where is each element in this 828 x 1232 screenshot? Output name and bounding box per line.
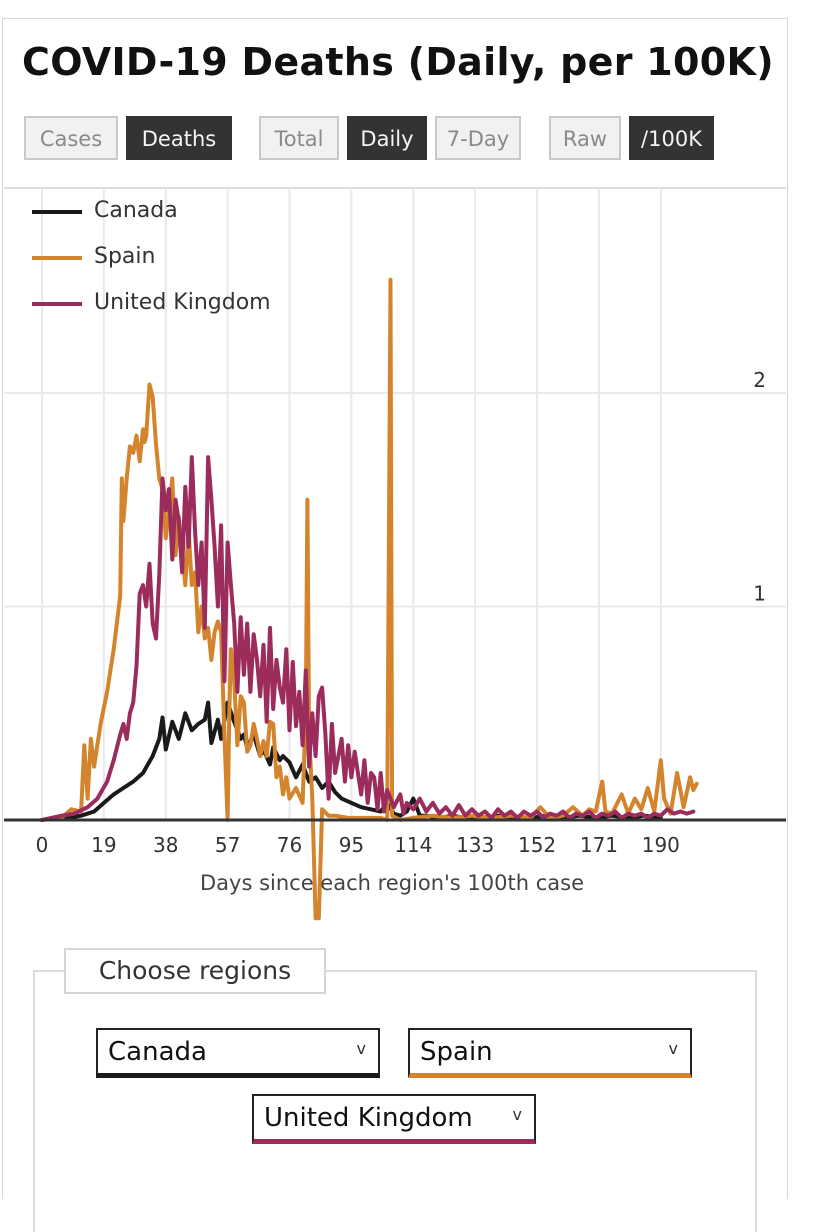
x-tick-label: 114: [394, 833, 432, 857]
region-select-label: United Kingdom: [264, 1103, 473, 1133]
toggle-7day-button[interactable]: 7-Day: [435, 116, 521, 160]
toggle-daily-button[interactable]: Daily: [347, 116, 427, 160]
legend-label-united-kingdom: United Kingdom: [94, 290, 271, 315]
legend-label-spain: Spain: [94, 244, 156, 269]
line-chart: 0 19 38 57 76 95 114 133 152 171 190 1 2: [4, 187, 786, 921]
chart-axes: 0 19 38 57 76 95 114 133 152 171 190 1 2: [4, 368, 786, 857]
series-line-united-kingdom: [40, 455, 696, 822]
region-select-spain[interactable]: Spain v: [408, 1028, 692, 1078]
toggle-cases-button[interactable]: Cases: [24, 116, 118, 160]
x-tick-label: 152: [518, 833, 556, 857]
legend-label-canada: Canada: [94, 198, 178, 223]
series-line-canada: [40, 700, 663, 822]
chart-series: [40, 277, 699, 921]
legend-swatch-canada: [32, 210, 82, 214]
x-tick-label: 38: [153, 833, 178, 857]
chevron-down-icon: v: [668, 1039, 678, 1058]
y-tick-label: 2: [753, 368, 766, 392]
region-select-label: Spain: [420, 1037, 493, 1067]
legend-swatch-united-kingdom: [32, 302, 82, 306]
x-tick-label: 76: [277, 833, 302, 857]
x-tick-label: 57: [215, 833, 240, 857]
x-tick-label: 95: [339, 833, 364, 857]
toggle-deaths-button[interactable]: Deaths: [126, 116, 232, 160]
chevron-down-icon: v: [356, 1039, 366, 1058]
chart-card: [2, 18, 788, 1199]
region-chooser: [33, 970, 757, 1232]
y-tick-label: 1: [753, 582, 766, 606]
x-tick-label: 0: [36, 833, 49, 857]
x-axis-title: Days since each region's 100th case: [199, 871, 584, 895]
x-tick-label: 133: [456, 833, 494, 857]
region-chooser-title: Choose regions: [64, 948, 326, 994]
toggle-total-button[interactable]: Total: [259, 116, 339, 160]
region-select-canada[interactable]: Canada v: [96, 1028, 380, 1078]
region-select-label: Canada: [108, 1037, 207, 1067]
toggle-raw-button[interactable]: Raw: [549, 116, 621, 160]
chevron-down-icon: v: [512, 1105, 522, 1124]
legend-swatch-spain: [32, 256, 82, 260]
x-tick-label: 171: [580, 833, 618, 857]
toggle-per100k-button[interactable]: /100K: [629, 116, 714, 160]
x-tick-label: 19: [91, 833, 116, 857]
page-title: COVID-19 Deaths (Daily, per 100K): [22, 40, 774, 84]
region-select-united-kingdom[interactable]: United Kingdom v: [252, 1094, 536, 1144]
x-tick-label: 190: [642, 833, 680, 857]
